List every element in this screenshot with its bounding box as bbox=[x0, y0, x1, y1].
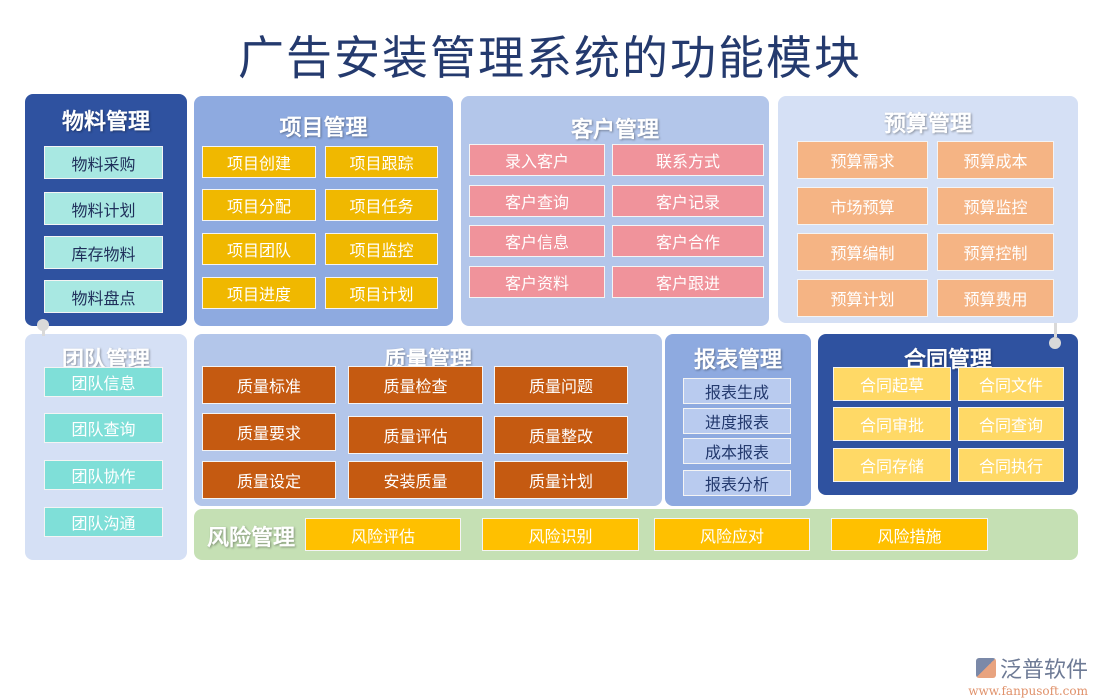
module-item: 项目创建 bbox=[202, 146, 316, 178]
module-item: 预算计划 bbox=[797, 279, 928, 317]
module-item: 客户信息 bbox=[469, 225, 605, 257]
connector bbox=[1054, 323, 1057, 337]
module-item: 安装质量 bbox=[348, 461, 483, 499]
module-item: 录入客户 bbox=[469, 144, 605, 176]
module-item: 质量检查 bbox=[348, 366, 483, 404]
connector bbox=[42, 326, 45, 336]
module-item: 风险应对 bbox=[654, 518, 810, 551]
module-item: 质量整改 bbox=[494, 416, 628, 454]
module-item: 项目监控 bbox=[325, 233, 438, 265]
module-item: 报表分析 bbox=[683, 470, 791, 496]
module-item: 物料采购 bbox=[44, 146, 163, 179]
module-item: 质量计划 bbox=[494, 461, 628, 499]
module-title: 报表管理 bbox=[693, 347, 782, 373]
module-item: 合同文件 bbox=[958, 367, 1064, 401]
logo: 泛普软件 www.fanpusoft.com bbox=[968, 652, 1088, 698]
module-item: 风险识别 bbox=[482, 518, 639, 551]
module-item: 客户记录 bbox=[612, 185, 764, 217]
module-item: 物料计划 bbox=[44, 192, 163, 225]
module-item: 项目团队 bbox=[202, 233, 316, 265]
module-item: 成本报表 bbox=[683, 438, 791, 464]
module-item: 预算控制 bbox=[937, 233, 1054, 271]
page-title: 广告安装管理系统的功能模块 bbox=[238, 31, 862, 85]
module-item: 项目进度 bbox=[202, 277, 316, 309]
logo-icon bbox=[975, 658, 996, 678]
module-item: 项目分配 bbox=[202, 189, 316, 221]
module-title: 预算管理 bbox=[883, 111, 972, 137]
module-item: 联系方式 bbox=[612, 144, 764, 176]
module-title: 客户管理 bbox=[570, 117, 659, 143]
module-item: 团队沟通 bbox=[44, 507, 163, 537]
module-item: 市场预算 bbox=[797, 187, 928, 225]
logo-name: 泛普软件 bbox=[999, 658, 1088, 683]
connector-dot bbox=[37, 319, 49, 331]
module-item: 客户合作 bbox=[612, 225, 764, 257]
module-title: 风险管理 bbox=[207, 525, 296, 551]
module-item: 项目任务 bbox=[325, 189, 438, 221]
module-item: 客户查询 bbox=[469, 185, 605, 217]
module-item: 预算费用 bbox=[937, 279, 1054, 317]
module-item: 质量标准 bbox=[202, 366, 336, 404]
module-item: 风险评估 bbox=[305, 518, 461, 551]
module-item: 预算成本 bbox=[937, 141, 1054, 179]
module-item: 预算监控 bbox=[937, 187, 1054, 225]
module-item: 客户资料 bbox=[469, 266, 605, 298]
module-item: 客户跟进 bbox=[612, 266, 764, 298]
module-item: 风险措施 bbox=[831, 518, 988, 551]
module-item: 合同执行 bbox=[958, 448, 1064, 482]
module-item: 报表生成 bbox=[683, 378, 791, 404]
module-item: 进度报表 bbox=[683, 408, 791, 434]
module-item: 团队信息 bbox=[44, 367, 163, 397]
module-item: 合同审批 bbox=[833, 407, 951, 441]
module-item: 合同查询 bbox=[958, 407, 1064, 441]
module-item: 质量要求 bbox=[202, 413, 336, 451]
module-item: 质量问题 bbox=[494, 366, 628, 404]
module-item: 库存物料 bbox=[44, 236, 163, 269]
module-item: 项目计划 bbox=[325, 277, 438, 309]
module-item: 团队协作 bbox=[44, 460, 163, 490]
module-item: 合同存储 bbox=[833, 448, 951, 482]
logo-url: www.fanpusoft.com bbox=[968, 684, 1088, 698]
module-item: 团队查询 bbox=[44, 413, 163, 443]
module-item: 项目跟踪 bbox=[325, 146, 438, 178]
module-title: 物料管理 bbox=[61, 109, 150, 135]
module-item: 质量设定 bbox=[202, 461, 336, 499]
module-item: 物料盘点 bbox=[44, 280, 163, 313]
module-title: 项目管理 bbox=[279, 115, 368, 141]
module-item: 合同起草 bbox=[833, 367, 951, 401]
module-item: 预算需求 bbox=[797, 141, 928, 179]
module-item: 质量评估 bbox=[348, 416, 483, 454]
connector-dot bbox=[1049, 337, 1061, 349]
module-item: 预算编制 bbox=[797, 233, 928, 271]
